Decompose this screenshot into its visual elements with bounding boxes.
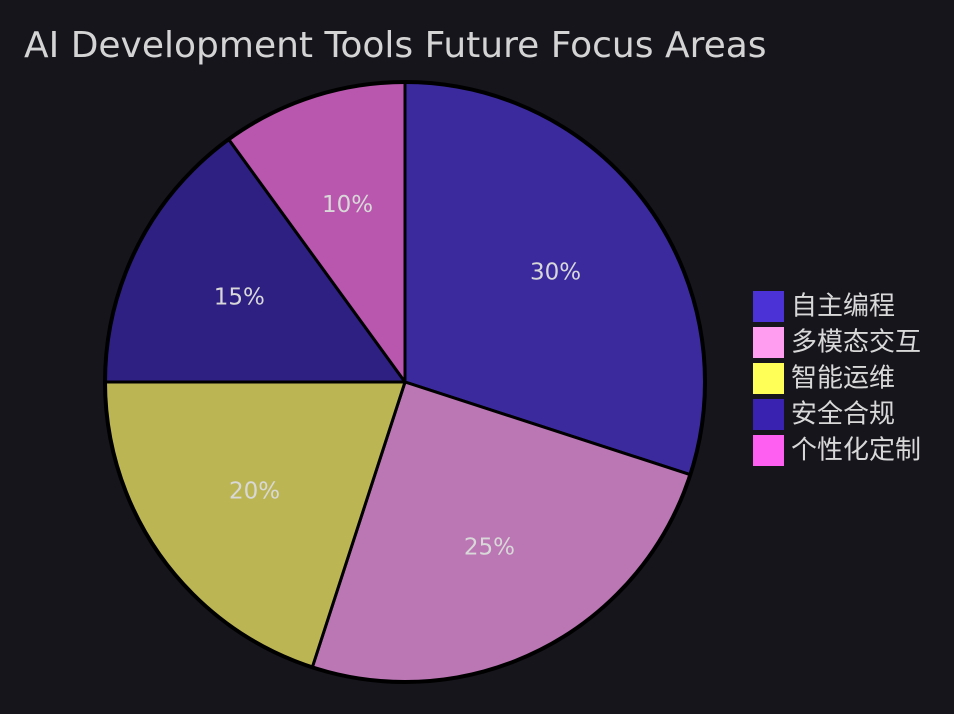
legend-swatch	[753, 435, 784, 466]
slice-label-2: 25%	[464, 535, 515, 561]
pie-outline	[103, 80, 707, 684]
legend-swatch	[753, 327, 784, 358]
slice-label-4: 15%	[214, 285, 265, 311]
slice-label-3: 20%	[229, 478, 280, 504]
legend-label: 自主编程	[791, 292, 895, 322]
legend-label: 多模态交互	[791, 328, 921, 358]
pie-slices	[103, 80, 707, 684]
legend-item-3[interactable]: 智能运维	[753, 363, 895, 394]
legend-item-4[interactable]: 安全合规	[753, 399, 895, 430]
legend-label: 个性化定制	[791, 436, 921, 466]
chart-title: AI Development Tools Future Focus Areas	[24, 25, 767, 66]
slice-label-1: 30%	[530, 260, 581, 286]
legend-item-1[interactable]: 自主编程	[753, 291, 895, 322]
legend-swatch	[753, 399, 784, 430]
legend-label: 安全合规	[791, 400, 895, 430]
legend-swatch	[753, 291, 784, 322]
legend-label: 智能运维	[791, 364, 895, 394]
slice-labels: 30% 25% 20% 15% 10%	[214, 192, 581, 561]
slice-label-5: 10%	[322, 192, 373, 218]
legend-item-2[interactable]: 多模态交互	[753, 327, 921, 358]
legend-swatch	[753, 363, 784, 394]
legend-item-5[interactable]: 个性化定制	[753, 435, 921, 466]
